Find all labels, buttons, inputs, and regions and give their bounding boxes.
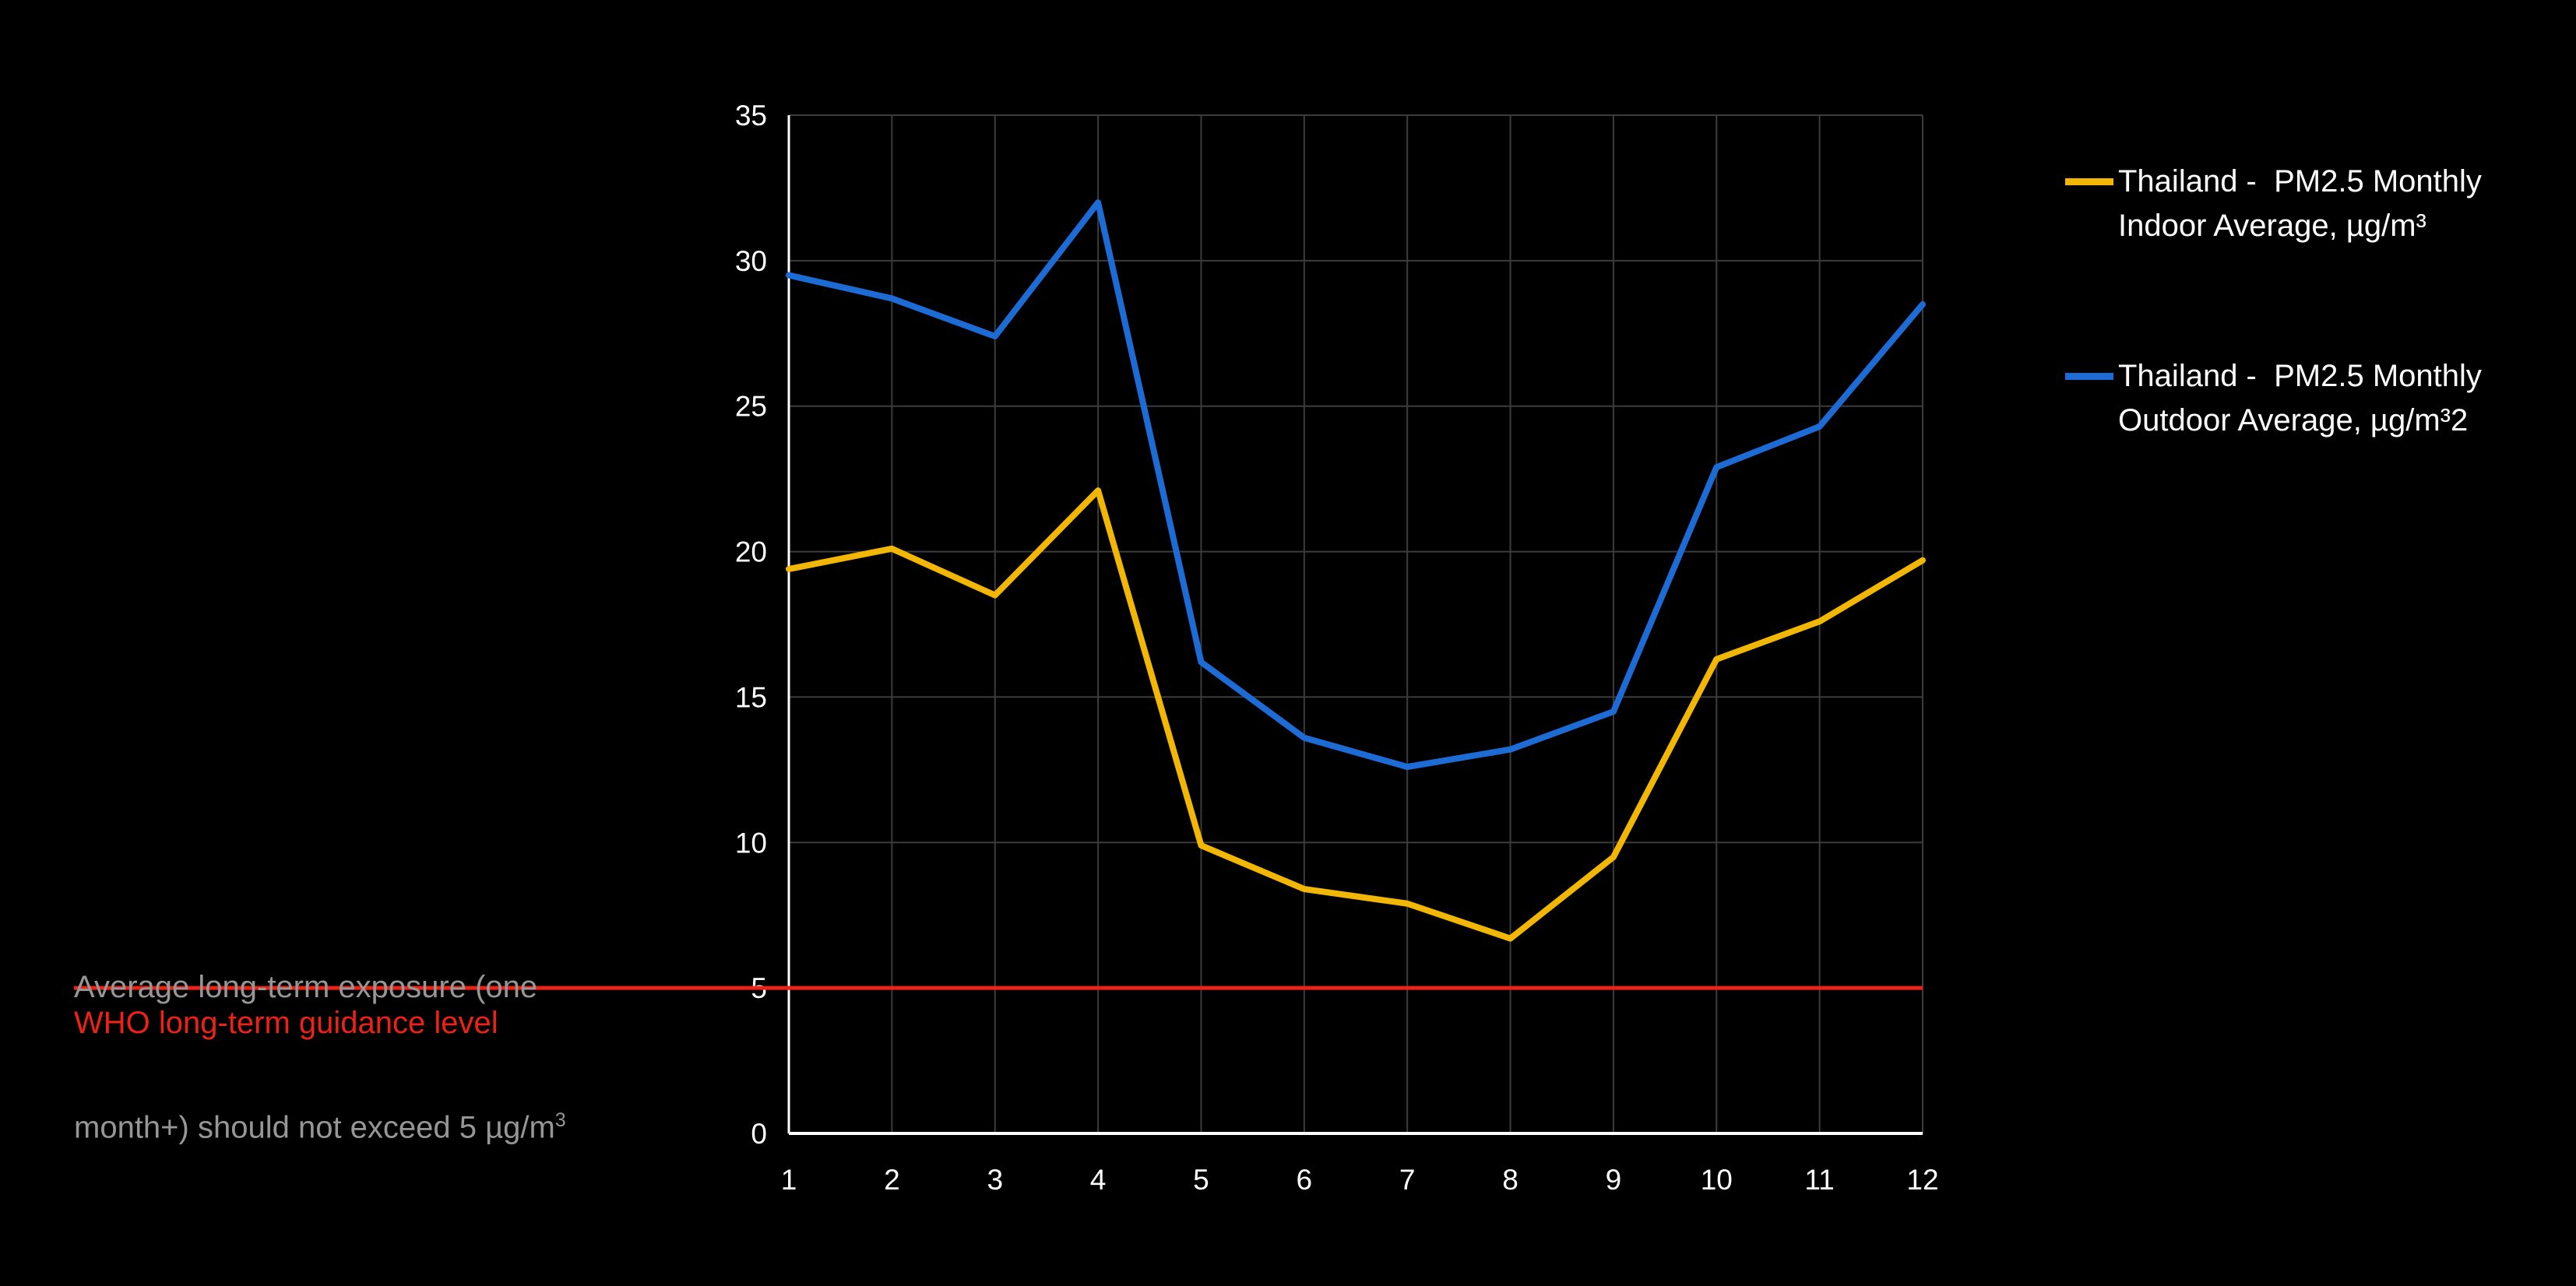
legend-entry-outdoor[interactable]: Thailand - PM2.5 Monthly Outdoor Average… (2065, 354, 2482, 443)
legend-swatch-indoor-icon (2065, 178, 2113, 185)
annotation-line2: month+) should not exceed 5 µg/m3 (74, 1110, 566, 1145)
annotation-line1: Average long-term exposure (one (74, 970, 538, 1004)
y-tick-label: 15 (735, 681, 767, 713)
x-tick-label: 5 (1193, 1164, 1209, 1196)
y-tick-label: 10 (735, 827, 767, 859)
legend-swatch-outdoor-icon (2065, 373, 2113, 380)
chart-legend: Thailand - PM2.5 Monthly Indoor Average,… (2065, 160, 2482, 443)
x-tick-label: 6 (1297, 1164, 1313, 1196)
series-line-indoor (786, 487, 1926, 942)
y-tick-label: 30 (735, 245, 767, 277)
x-tick-label: 2 (884, 1164, 900, 1196)
legend-entry-indoor[interactable]: Thailand - PM2.5 Monthly Indoor Average,… (2065, 160, 2482, 248)
who-guidance-label: WHO long-term guidance level (74, 1006, 498, 1040)
legend-label-outdoor-line2: Outdoor Average, µg/m³2 (2118, 403, 2469, 437)
y-tick-label: 35 (735, 100, 767, 132)
who-exposure-annotation: Average long-term exposure (one month+) … (74, 877, 566, 1239)
x-tick-label: 12 (1906, 1164, 1938, 1196)
x-tick-label: 4 (1090, 1164, 1107, 1196)
x-tick-label: 8 (1502, 1164, 1519, 1196)
x-tick-label: 10 (1701, 1164, 1733, 1196)
x-tick-label: 7 (1399, 1164, 1416, 1196)
series-line-outdoor (786, 199, 1926, 771)
y-tick-label: 20 (735, 536, 767, 568)
x-tick-label: 1 (781, 1164, 797, 1196)
annotation-superscript: 3 (554, 1110, 566, 1131)
x-tick-label: 11 (1804, 1164, 1834, 1196)
x-tick-label: 3 (987, 1164, 1003, 1196)
y-tick-label: 25 (735, 391, 767, 423)
legend-label-indoor-line1: Thailand - PM2.5 Monthly (2118, 164, 2482, 199)
legend-label-indoor-line2: Indoor Average, µg/m³ (2118, 209, 2426, 243)
legend-label-outdoor-line1: Thailand - PM2.5 Monthly (2118, 359, 2482, 393)
x-tick-label: 9 (1606, 1164, 1622, 1196)
y-tick-label: 0 (751, 1118, 767, 1150)
